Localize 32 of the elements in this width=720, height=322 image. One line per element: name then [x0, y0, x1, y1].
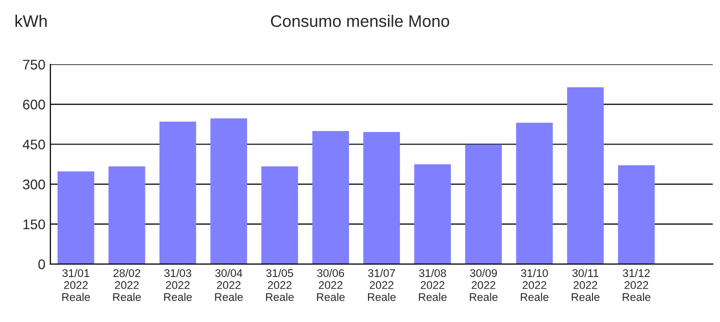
x-tick-label: 31/08 2022 Reale — [418, 268, 447, 301]
y-tick-label: 750 — [23, 60, 45, 70]
bar — [363, 132, 400, 264]
bar — [618, 165, 655, 264]
x-tick-label: 30/06 2022 Reale — [317, 268, 345, 301]
x-tick-label: 31/01 2022 Reale — [62, 268, 90, 301]
chart-title: Consumo mensile Mono — [270, 14, 450, 28]
bar — [414, 164, 451, 264]
x-tick-label: 28/02 2022 Reale — [113, 268, 141, 301]
y-tick-label: 600 — [23, 100, 45, 110]
bar — [159, 122, 196, 264]
y-tick-label: 150 — [23, 219, 45, 230]
bar — [210, 118, 248, 264]
y-axis-title: kWh — [16, 14, 47, 27]
bar — [516, 122, 553, 264]
x-tick-label: 31/10 2022 Reale — [520, 268, 548, 301]
x-tick-label: 31/07 2022 Reale — [368, 268, 396, 301]
bar — [58, 171, 94, 264]
y-tick-label: 450 — [22, 140, 45, 150]
x-tick-label: 30/11 2022 Reale — [572, 268, 600, 301]
bar — [312, 130, 349, 264]
y-tick-label: 0 — [38, 259, 45, 270]
x-tick-label: 30/09 2022 Reale — [470, 268, 498, 301]
x-tick-label: 31/05 2022 Reale — [266, 268, 294, 301]
bar — [465, 144, 502, 264]
x-tick-label: 30/04 2022 Reale — [215, 268, 243, 301]
x-tick-label: 31/12 2022 Reale — [622, 268, 650, 301]
y-tick-label: 300 — [22, 180, 45, 190]
bar — [567, 87, 604, 264]
x-tick-label: 31/03 2022 Reale — [164, 268, 192, 301]
bar — [108, 166, 146, 264]
bar — [261, 166, 298, 264]
